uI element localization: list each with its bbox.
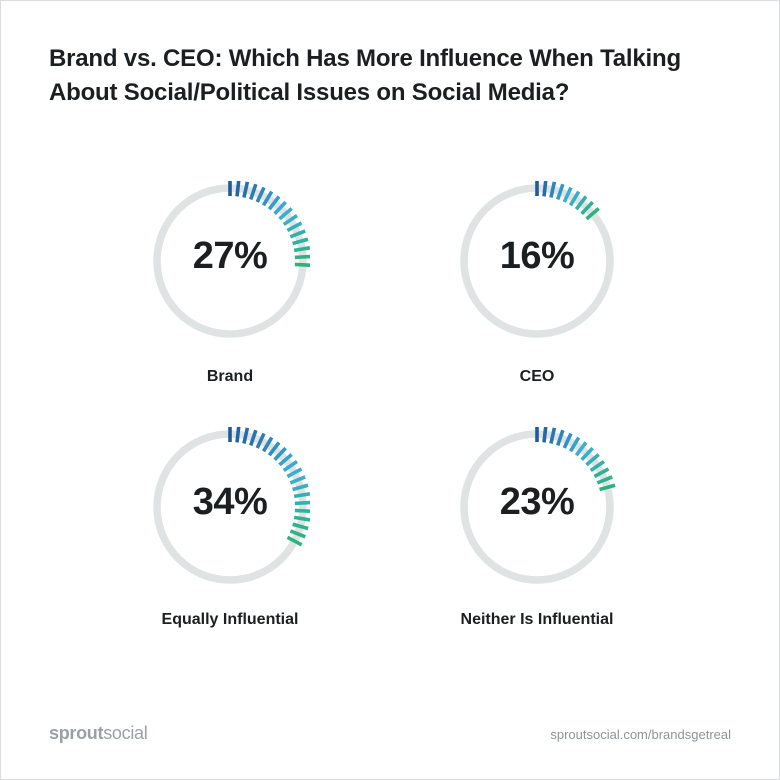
donut-ceo-segment (549, 181, 557, 198)
donut-equally-segment (278, 453, 293, 467)
donut-equally-segment (292, 522, 309, 531)
donut-brand-ring (153, 181, 310, 338)
donut-neither-segment (599, 483, 616, 492)
source-url: sproutsocial.com/brandsgetreal (550, 727, 731, 742)
donut-ceo-segment (580, 200, 594, 216)
donut-ceo-segment (556, 183, 565, 200)
donut-ceo-segment (585, 207, 600, 221)
donut-ceo-segment (562, 186, 573, 203)
donut-brand-segment (278, 207, 293, 221)
donut-equally-segment (273, 446, 287, 462)
donut-equally-segment (293, 515, 310, 522)
donut-neither-segment (596, 475, 613, 485)
donut-equally-segment (294, 508, 310, 513)
donut-brand-segment (249, 183, 258, 200)
donut-neither-segment (589, 459, 606, 472)
sproutsocial-logo: sproutsocial (49, 723, 148, 744)
donut-ceo-label: CEO (519, 368, 555, 385)
donut-neither-label: Neither Is Influential (460, 611, 614, 628)
donut-neither-segment (549, 427, 557, 444)
donut-equally-segment (242, 427, 250, 444)
logo-text-sprout: sprout (49, 723, 104, 743)
donut-equally-segment (282, 459, 299, 472)
donut-equally-segment (286, 467, 303, 479)
donut-equally-ring (153, 427, 310, 584)
donut-neither-segment (580, 446, 594, 462)
donut-ceo-segment (542, 181, 548, 197)
donut-neither-segment (542, 427, 548, 443)
donut-equally-segment (289, 529, 306, 539)
donut-equally: 34% (150, 427, 330, 587)
donut-equally-segment (255, 432, 266, 449)
donut-brand-value: 27% (192, 235, 268, 277)
donut-neither-segment (556, 429, 565, 446)
donut-brand-segment (294, 254, 310, 260)
donut-neither-segment (593, 467, 610, 479)
chart-title: Brand vs. CEO: Which Has More Influence … (49, 45, 681, 106)
donut-equally-segment (292, 483, 309, 492)
donut-brand-segment (294, 262, 310, 267)
donut-ceo-segment (568, 190, 581, 207)
donut-brand-segment (255, 186, 266, 203)
donut-ceo: 16% (457, 181, 637, 341)
donut-brand-segment (267, 195, 281, 211)
donut-equally-value: 34% (192, 481, 268, 523)
donut-brand-segment (282, 213, 299, 226)
donut-brand-segment (261, 190, 274, 207)
donut-equally-segment (249, 429, 258, 446)
donut-brand-segment (292, 237, 309, 246)
donut-neither-segment (574, 441, 588, 457)
donut-neither-segment (568, 436, 581, 453)
donut-brand-segment (235, 181, 241, 197)
donut-equally-segment (289, 475, 306, 485)
donut-brand-segment (273, 200, 287, 216)
donut-brand-segment (293, 245, 310, 253)
donut-ceo-value: 16% (499, 235, 575, 277)
donut-neither: 23% (457, 427, 637, 587)
donut-neither-ring (460, 427, 616, 584)
donut-equally-segment (235, 427, 241, 443)
donut-ceo-segment (574, 195, 588, 211)
donut-equally-segment (267, 441, 281, 457)
donut-neither-segment (585, 453, 600, 467)
donut-brand-segment (286, 221, 303, 233)
logo-text-social: social (103, 723, 148, 743)
donut-equally-label: Equally Influential (161, 611, 299, 628)
donut-ceo-ring (460, 181, 614, 338)
donut-equally-segment (286, 535, 303, 547)
donut-neither-value: 23% (499, 481, 575, 523)
donut-equally-segment (294, 500, 310, 506)
donut-brand-segment (242, 181, 250, 198)
donut-neither-segment (562, 432, 573, 449)
donut-equally-segment (261, 436, 274, 453)
donut-brand: 27% (150, 181, 330, 341)
donut-equally-segment (293, 491, 310, 499)
donut-brand-label: Brand (206, 368, 254, 385)
donut-brand-segment (289, 229, 306, 239)
